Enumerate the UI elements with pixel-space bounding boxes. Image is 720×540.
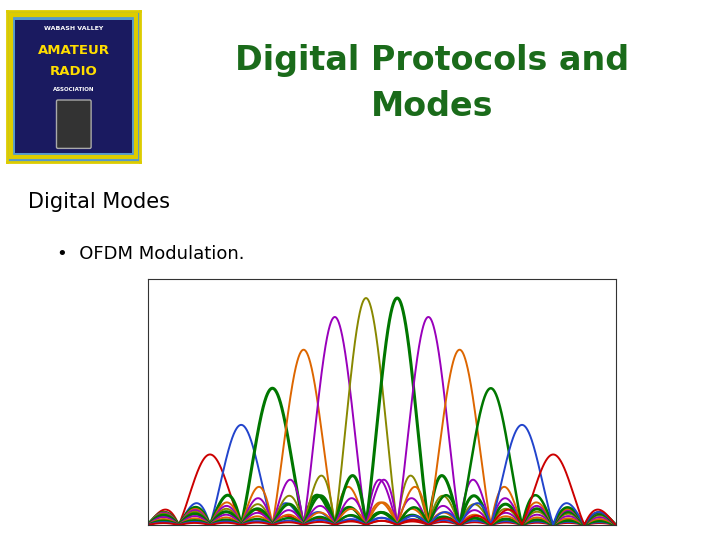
FancyBboxPatch shape: [15, 20, 132, 153]
Text: AMATEUR: AMATEUR: [38, 44, 110, 57]
FancyBboxPatch shape: [56, 100, 91, 149]
Text: WABASH VALLEY: WABASH VALLEY: [44, 26, 104, 31]
FancyBboxPatch shape: [12, 15, 136, 158]
Text: Digital Modes: Digital Modes: [28, 192, 171, 213]
Text: Digital Protocols and
Modes: Digital Protocols and Modes: [235, 44, 629, 123]
Text: RADIO: RADIO: [50, 65, 98, 78]
Text: ASSOCIATION: ASSOCIATION: [53, 87, 94, 92]
Text: •  OFDM Modulation.: • OFDM Modulation.: [57, 245, 244, 263]
